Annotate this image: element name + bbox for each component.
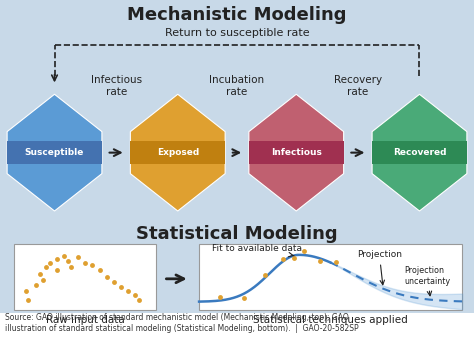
Polygon shape — [372, 141, 467, 164]
Text: Raw input data: Raw input data — [46, 315, 125, 325]
FancyBboxPatch shape — [199, 244, 462, 310]
Text: Fit to available data: Fit to available data — [212, 244, 302, 257]
Text: Incubation
rate: Incubation rate — [210, 75, 264, 96]
Text: Recovery
rate: Recovery rate — [334, 75, 382, 96]
Polygon shape — [7, 141, 102, 164]
Text: Recovered: Recovered — [393, 148, 446, 157]
Polygon shape — [249, 141, 344, 164]
Text: Susceptible: Susceptible — [25, 148, 84, 157]
Text: Source: GAO illustration of standard mechanistic model (Mechanistic Modeling, to: Source: GAO illustration of standard mec… — [5, 313, 358, 333]
Text: Statistical Modeling: Statistical Modeling — [136, 224, 338, 243]
Text: Infectious: Infectious — [271, 148, 322, 157]
Text: Return to susceptible rate: Return to susceptible rate — [164, 28, 310, 38]
Polygon shape — [130, 94, 225, 211]
Text: Statistical techniques applied: Statistical techniques applied — [253, 315, 408, 325]
Text: Infectious
rate: Infectious rate — [91, 75, 142, 96]
Polygon shape — [130, 141, 225, 164]
FancyBboxPatch shape — [0, 223, 474, 313]
Text: Exposed: Exposed — [156, 148, 199, 157]
Polygon shape — [7, 94, 102, 211]
Text: Projection: Projection — [357, 251, 402, 285]
Polygon shape — [249, 94, 344, 211]
Text: Mechanistic Modeling: Mechanistic Modeling — [127, 6, 347, 24]
FancyBboxPatch shape — [14, 244, 156, 310]
Text: Projection
uncertainty: Projection uncertainty — [404, 266, 450, 296]
FancyBboxPatch shape — [0, 0, 474, 224]
Polygon shape — [372, 94, 467, 211]
